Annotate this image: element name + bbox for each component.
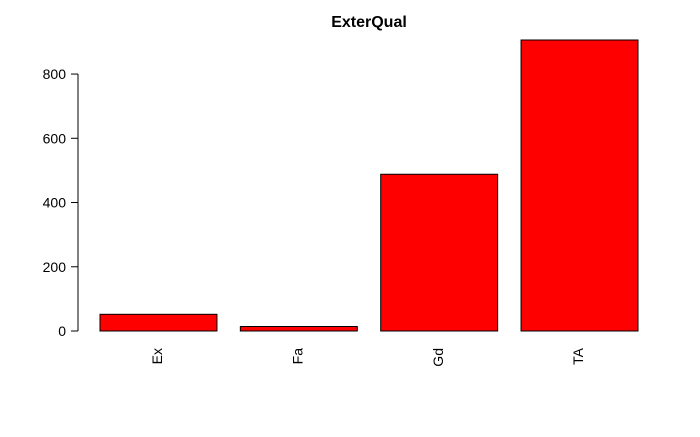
- y-tick-label: 600: [43, 130, 67, 146]
- x-axis-labels: Ex Fa Gd TA: [149, 347, 586, 366]
- bars-group: [99, 39, 639, 332]
- chart-title: ExterQual: [331, 14, 407, 31]
- x-tick-label-gd: Gd: [430, 348, 446, 367]
- y-tick-label: 400: [43, 195, 67, 211]
- bar-ta: [520, 39, 639, 332]
- x-tick-label-ta: TA: [570, 347, 586, 365]
- bar-fa: [239, 326, 358, 332]
- y-axis: 0 200 400 600 800: [43, 66, 79, 339]
- x-tick-label-ex: Ex: [149, 348, 165, 364]
- y-tick-label: 200: [43, 259, 67, 275]
- y-tick-label: 800: [43, 66, 67, 82]
- bar-gd: [380, 173, 499, 332]
- x-tick-label-fa: Fa: [290, 348, 306, 365]
- y-tick-label: 0: [58, 323, 66, 339]
- bar-ex: [99, 313, 218, 332]
